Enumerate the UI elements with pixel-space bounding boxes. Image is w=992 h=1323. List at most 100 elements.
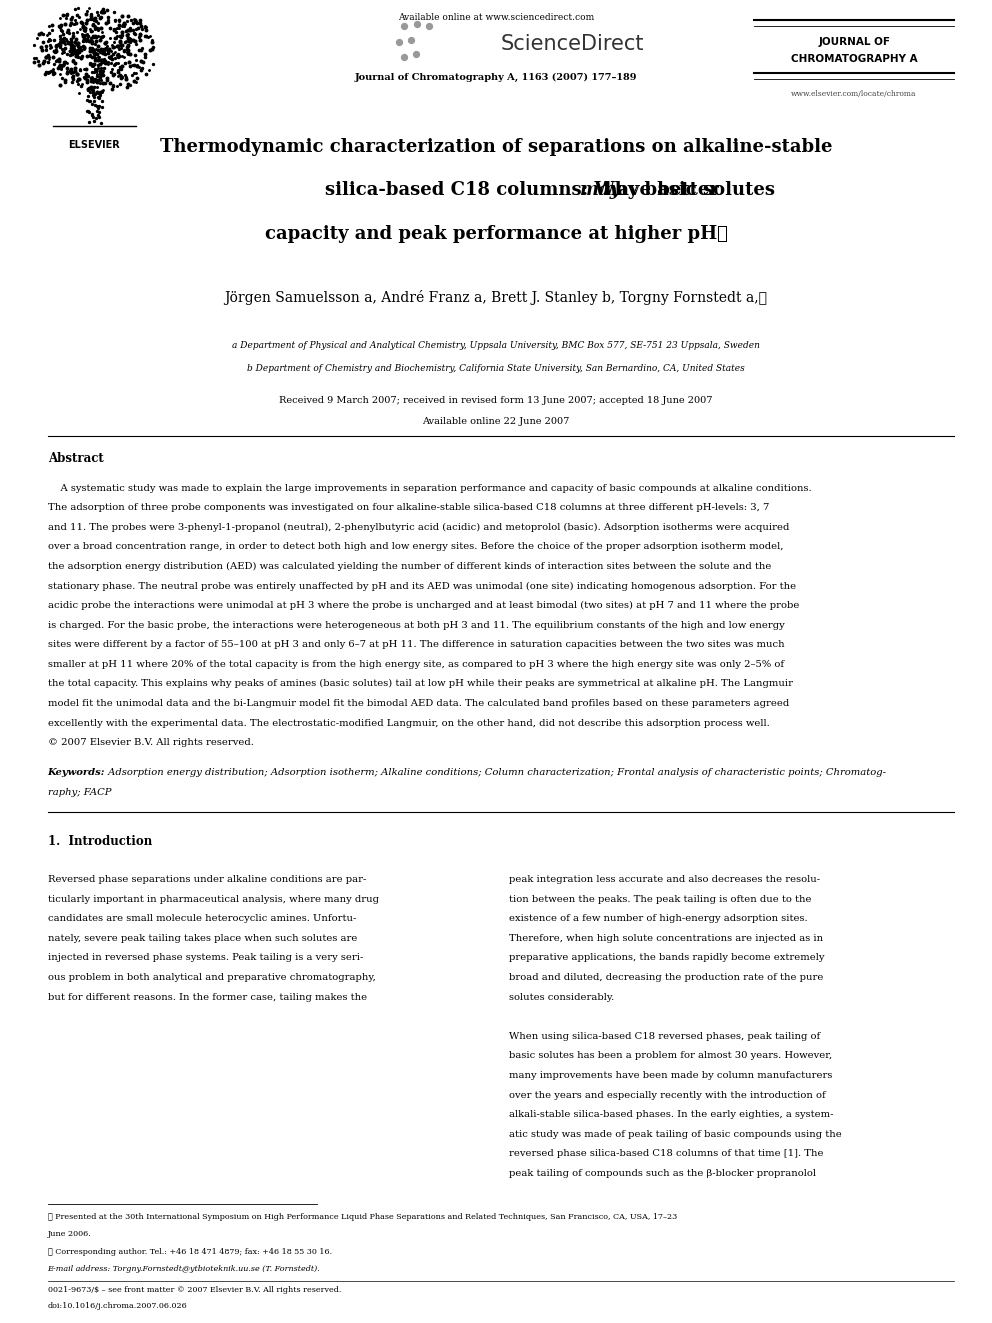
Point <box>83 20 99 41</box>
Point <box>27 52 43 73</box>
Text: may: may <box>580 181 621 200</box>
Point <box>90 20 106 41</box>
Point <box>86 58 102 79</box>
Point <box>35 40 51 61</box>
Point <box>65 26 81 48</box>
Point <box>69 64 85 85</box>
Text: Received 9 March 2007; received in revised form 13 June 2007; accepted 18 June 2: Received 9 March 2007; received in revis… <box>280 397 712 405</box>
Point <box>94 64 110 85</box>
Text: reversed phase silica-based C18 columns of that time [1]. The: reversed phase silica-based C18 columns … <box>509 1150 823 1159</box>
Point <box>81 102 97 123</box>
Point <box>112 34 128 56</box>
Point <box>66 9 82 30</box>
Point <box>82 41 98 62</box>
Point <box>92 85 108 106</box>
Point <box>84 41 100 62</box>
Point <box>137 17 153 38</box>
Point <box>94 50 110 71</box>
Point <box>92 41 108 62</box>
Point <box>126 54 142 75</box>
Point <box>84 105 100 126</box>
Text: Journal of Chromatography A, 1163 (2007) 177–189: Journal of Chromatography A, 1163 (2007)… <box>355 73 637 82</box>
Point <box>125 20 141 41</box>
Text: E-mail address: Torgny.Fornstedt@ytbioteknik.uu.se (T. Fornstedt).: E-mail address: Torgny.Fornstedt@ytbiote… <box>48 1265 320 1273</box>
Point <box>67 0 83 20</box>
Point <box>66 38 82 60</box>
Point <box>110 60 126 81</box>
Text: doi:10.1016/j.chroma.2007.06.026: doi:10.1016/j.chroma.2007.06.026 <box>48 1302 187 1310</box>
Text: many improvements have been made by column manufacturers: many improvements have been made by colu… <box>509 1072 832 1080</box>
Point <box>96 42 112 64</box>
Point <box>87 8 103 29</box>
Point <box>84 38 100 60</box>
Point <box>99 36 115 57</box>
Point <box>86 86 102 107</box>
Point <box>141 60 157 81</box>
Point <box>89 81 105 102</box>
Point <box>37 64 53 85</box>
Point <box>95 0 111 20</box>
Point <box>137 25 153 46</box>
Point <box>92 82 108 103</box>
Point <box>119 42 135 64</box>
Point <box>90 54 106 75</box>
Point <box>391 32 407 53</box>
Point <box>88 81 104 102</box>
Point <box>106 19 122 40</box>
Point <box>113 37 129 58</box>
Point <box>54 57 69 78</box>
Point <box>121 52 137 73</box>
Point <box>105 37 121 58</box>
Point <box>107 28 123 49</box>
Point <box>105 74 121 95</box>
Point <box>106 19 122 40</box>
Point <box>61 19 76 40</box>
Point <box>93 97 109 118</box>
Point <box>132 29 148 50</box>
Point <box>120 44 136 65</box>
Point <box>117 64 133 85</box>
Point <box>74 46 90 67</box>
Point <box>54 15 69 36</box>
Point <box>70 32 86 53</box>
Point <box>71 41 87 62</box>
Point <box>112 58 128 79</box>
Text: A systematic study was made to explain the large improvements in separation perf: A systematic study was made to explain t… <box>48 484 811 492</box>
Point <box>108 21 124 42</box>
Point <box>84 25 100 46</box>
Point <box>95 65 111 86</box>
Point <box>119 36 135 57</box>
Point <box>70 82 86 103</box>
Text: the adsorption energy distribution (AED) was calculated yielding the number of d: the adsorption energy distribution (AED)… <box>48 562 771 572</box>
Point <box>421 16 436 37</box>
Point <box>87 83 103 105</box>
Point <box>72 36 88 57</box>
Point <box>56 38 71 60</box>
Point <box>99 70 115 91</box>
Point <box>87 15 103 36</box>
Point <box>66 32 82 53</box>
Text: ⋆ Corresponding author. Tel.: +46 18 471 4879; fax: +46 18 55 30 16.: ⋆ Corresponding author. Tel.: +46 18 471… <box>48 1248 331 1256</box>
Point <box>85 81 101 102</box>
Point <box>109 25 125 46</box>
Point <box>87 19 103 40</box>
Point <box>71 69 87 90</box>
Point <box>129 56 145 77</box>
Point <box>103 48 119 69</box>
Point <box>83 26 99 48</box>
Point <box>106 11 122 32</box>
Point <box>69 40 85 61</box>
Point <box>77 12 93 33</box>
Point <box>33 22 49 44</box>
Point <box>89 101 105 122</box>
Point <box>33 22 49 44</box>
Point <box>90 86 106 107</box>
Text: The adsorption of three probe components was investigated on four alkaline-stabl: The adsorption of three probe components… <box>48 503 769 512</box>
Point <box>114 5 130 26</box>
Point <box>84 66 100 87</box>
Point <box>96 40 112 61</box>
Point <box>134 58 150 79</box>
Point <box>94 52 110 73</box>
Point <box>58 52 73 73</box>
Point <box>75 58 91 79</box>
